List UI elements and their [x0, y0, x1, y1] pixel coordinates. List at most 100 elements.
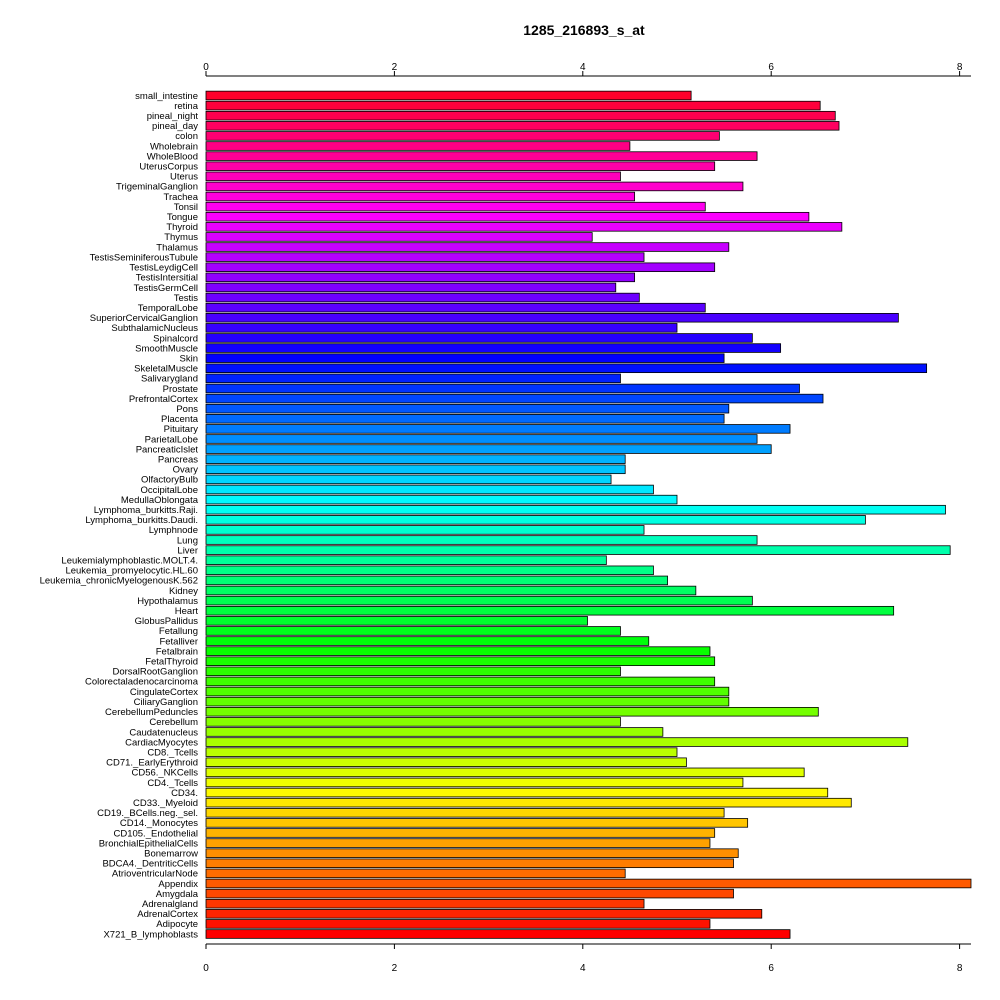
- category-label: Heart: [175, 606, 199, 617]
- bar-Adrenalgland: [205, 898, 645, 909]
- bar-colon: [205, 131, 720, 141]
- category-label: Wholebrain: [150, 141, 198, 152]
- category-label: Hypothalamus: [137, 596, 198, 607]
- category-label: CD33._Myeloid: [133, 798, 198, 809]
- bar-SmoothMuscle: [205, 343, 782, 353]
- category-label: Thalamus: [156, 242, 198, 253]
- category-label: Amygdala: [156, 889, 199, 900]
- category-label: AdrenalCortex: [137, 909, 198, 920]
- bar-Placenta: [205, 414, 725, 424]
- bar-Kidney: [205, 585, 697, 596]
- category-label: OccipitalLobe: [140, 485, 198, 496]
- category-label: X721_B_lymphoblasts: [103, 929, 198, 940]
- bar-Ovary: [205, 464, 626, 475]
- bar-Leukemialymphoblastic.MOLT.4.: [205, 555, 607, 565]
- category-label: FetalThyroid: [145, 657, 198, 668]
- category-label: OlfactoryBulb: [141, 475, 198, 486]
- bar-Pons: [205, 403, 730, 414]
- category-label: WholeBlood: [147, 151, 198, 162]
- bar-TemporalLobe: [205, 302, 706, 313]
- category-label: CD105._Endothelial: [113, 828, 198, 839]
- bar-Tongue: [205, 211, 810, 222]
- tick-label: 6: [768, 963, 774, 974]
- category-label: Leukemia_chronicMyelogenousK.562: [40, 576, 198, 587]
- category-label: Adrenalgland: [142, 899, 198, 910]
- category-label: pineal_night: [147, 111, 199, 122]
- bar-Wholebrain: [205, 141, 631, 151]
- bar-CiliaryGanglion: [205, 696, 730, 707]
- category-label: Pancreas: [158, 454, 198, 465]
- category-label: CD4._Tcells: [147, 778, 198, 789]
- tick-label: 0: [203, 963, 209, 974]
- category-label: Leukemialymphoblastic.MOLT.4.: [61, 556, 198, 567]
- category-label: Trachea: [164, 192, 199, 203]
- category-label: Thymus: [164, 232, 198, 243]
- bar-PrefrontalCortex: [205, 393, 824, 404]
- bar-MedullaOblongata: [205, 494, 678, 505]
- bar-Leukemia_chronicMyelogenousK.562: [205, 575, 668, 586]
- bar-Cerebellum: [205, 717, 621, 727]
- category-label: Liver: [177, 545, 198, 556]
- category-label: AtrioventricularNode: [112, 869, 198, 880]
- bar-Amygdala: [205, 888, 734, 899]
- tick-label: 6: [768, 62, 774, 73]
- bar-Adipocyte: [205, 919, 711, 929]
- bar-DorsalRootGanglion: [205, 666, 621, 677]
- category-label: TestisLeydigCell: [129, 263, 198, 274]
- category-label: Lymphnode: [149, 525, 198, 536]
- bar-TestisSeminiferousTubule: [205, 252, 645, 262]
- category-label: Colorectaladenocarcinoma: [85, 677, 199, 688]
- bar-TrigeminalGanglion: [205, 181, 744, 192]
- tick-label: 4: [580, 62, 586, 73]
- bar-ParietalLobe: [205, 434, 758, 444]
- bar-CingulateCortex: [205, 686, 730, 697]
- category-label: Placenta: [161, 414, 199, 425]
- bar-Thyroid: [205, 222, 843, 232]
- category-label: BronchialEpithelialCells: [99, 838, 199, 849]
- bar-Lymphnode: [205, 525, 645, 535]
- bar-Hypothalamus: [205, 595, 753, 606]
- category-label: Kidney: [169, 586, 198, 597]
- bar-GlobusPallidus: [205, 616, 588, 626]
- category-label: colon: [175, 131, 198, 142]
- category-label: Ovary: [173, 465, 199, 476]
- category-label: Thyroid: [166, 222, 198, 233]
- bar-Fetalliver: [205, 636, 650, 646]
- category-label: CerebellumPeduncles: [105, 707, 198, 718]
- bar-TestisGermCell: [205, 282, 617, 293]
- bar-Skin: [205, 353, 725, 363]
- bar-pineal_night: [205, 110, 836, 121]
- bar-pineal_day: [205, 121, 840, 131]
- bar-CD14._Monocytes: [205, 818, 749, 828]
- bar-Prostate: [205, 383, 800, 394]
- category-label: TemporalLobe: [138, 303, 198, 314]
- bar-CerebellumPeduncles: [205, 707, 819, 717]
- bars-group: [205, 90, 972, 939]
- bar-CD71._EarlyErythroid: [205, 757, 687, 767]
- bar-small_intestine: [205, 90, 692, 101]
- category-labels-group: small_intestineretinapineal_nightpineal_…: [40, 91, 199, 940]
- bar-CD56._NKCells: [205, 767, 805, 778]
- category-label: Appendix: [158, 879, 198, 890]
- category-label: Caudatenucleus: [129, 727, 198, 738]
- bar-OlfactoryBulb: [205, 474, 612, 485]
- category-label: Cerebellum: [149, 717, 198, 728]
- bar-SkeletalMuscle: [205, 363, 928, 374]
- bar-Heart: [205, 605, 895, 616]
- bottom-x-axis: 0 2 4 6 8: [203, 943, 971, 974]
- category-label: CD71._EarlyErythroid: [106, 758, 198, 769]
- tick-label: 2: [392, 62, 398, 73]
- bar-TestisIntersitial: [205, 272, 636, 283]
- category-label: Adipocyte: [156, 919, 198, 930]
- bar-Liver: [205, 545, 951, 555]
- bar-Thymus: [205, 232, 593, 242]
- category-label: Spinalcord: [153, 333, 198, 344]
- category-label: small_intestine: [135, 91, 198, 102]
- category-label: Lymphoma_burkitts.Raji.: [94, 505, 198, 516]
- bar-Salivarygland: [205, 373, 621, 384]
- bar-PancreaticIslet: [205, 444, 772, 454]
- bar-Caudatenucleus: [205, 727, 664, 737]
- category-label: CD56._NKCells: [131, 768, 198, 779]
- category-label: GlobusPallidus: [135, 616, 199, 627]
